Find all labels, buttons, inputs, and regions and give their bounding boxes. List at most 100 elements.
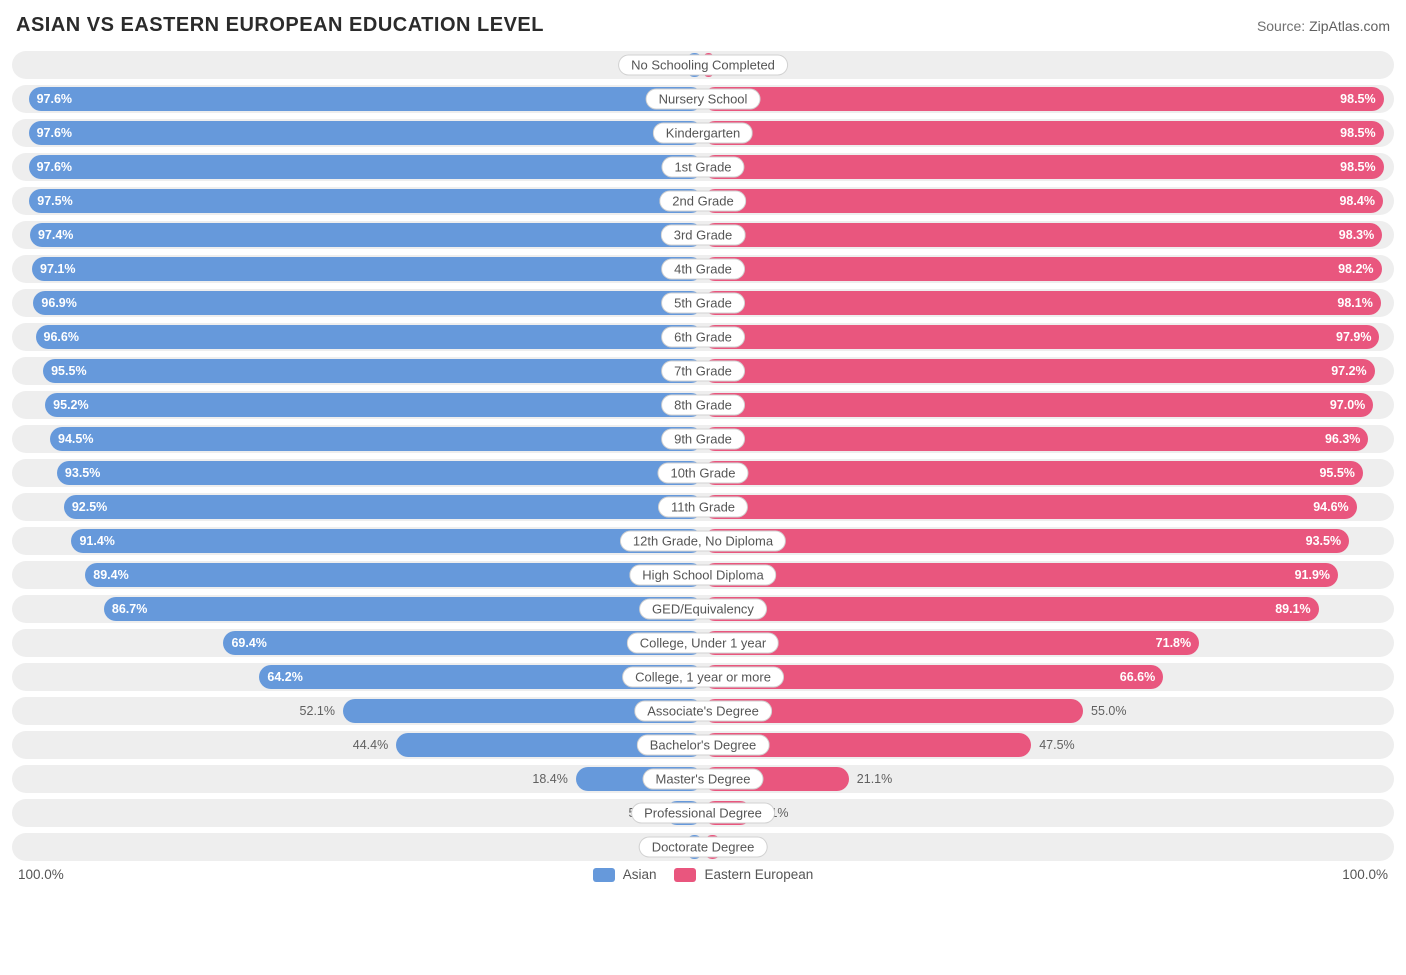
legend-item-right: Eastern European	[674, 867, 813, 882]
bar-right: 98.5%	[703, 87, 1384, 111]
bar-row: 97.6%98.5%1st Grade	[12, 153, 1394, 181]
pct-right: 71.8%	[1156, 636, 1191, 650]
bar-row: 95.2%97.0%8th Grade	[12, 391, 1394, 419]
pct-right: 55.0%	[1091, 704, 1126, 718]
pct-left: 96.9%	[41, 296, 76, 310]
pct-left: 94.5%	[58, 432, 93, 446]
pct-right: 98.5%	[1340, 92, 1375, 106]
pct-right: 93.5%	[1306, 534, 1341, 548]
bar-right: 93.5%	[703, 529, 1349, 553]
pct-left: 86.7%	[112, 602, 147, 616]
pct-left: 69.4%	[231, 636, 266, 650]
pct-left: 97.6%	[37, 126, 72, 140]
axis-legend-row: 100.0% Asian Eastern European 100.0%	[12, 861, 1394, 882]
legend-label-right: Eastern European	[704, 867, 813, 882]
header: ASIAN VS EASTERN EUROPEAN EDUCATION LEVE…	[12, 14, 1394, 37]
pct-left: 93.5%	[65, 466, 100, 480]
bar-row: 2.4%1.6%No Schooling Completed	[12, 51, 1394, 79]
bar-left: 89.4%	[85, 563, 703, 587]
bar-row: 18.4%21.1%Master's Degree	[12, 765, 1394, 793]
bar-row: 52.1%55.0%Associate's Degree	[12, 697, 1394, 725]
legend-item-left: Asian	[593, 867, 657, 882]
axis-right-max: 100.0%	[1342, 867, 1388, 882]
bar-row: 96.9%98.1%5th Grade	[12, 289, 1394, 317]
pct-left: 64.2%	[267, 670, 302, 684]
bar-row: 5.5%7.1%Professional Degree	[12, 799, 1394, 827]
source-label: Source:	[1257, 18, 1305, 34]
category-label: 4th Grade	[661, 259, 745, 280]
bar-row: 89.4%91.9%High School Diploma	[12, 561, 1394, 589]
category-label: Master's Degree	[643, 769, 764, 790]
pct-right: 91.9%	[1295, 568, 1330, 582]
bar-left: 95.5%	[43, 359, 703, 383]
bar-right: 94.6%	[703, 495, 1357, 519]
category-label: 3rd Grade	[661, 225, 746, 246]
pct-right: 98.5%	[1340, 126, 1375, 140]
category-label: 9th Grade	[661, 429, 745, 450]
pct-right: 98.4%	[1339, 194, 1374, 208]
pct-left: 91.4%	[79, 534, 114, 548]
bar-left: 97.5%	[29, 189, 703, 213]
pct-left: 95.5%	[51, 364, 86, 378]
legend-swatch-right	[674, 868, 696, 882]
bar-right: 91.9%	[703, 563, 1338, 587]
pct-right: 98.1%	[1337, 296, 1372, 310]
bar-left: 94.5%	[50, 427, 703, 451]
bar-left: 96.9%	[33, 291, 703, 315]
bar-rows: 2.4%1.6%No Schooling Completed 97.6% 98.5%…	[12, 51, 1394, 861]
bar-row: 93.5%95.5%10th Grade	[12, 459, 1394, 487]
bar-right: 89.1%	[703, 597, 1319, 621]
pct-right: 97.2%	[1331, 364, 1366, 378]
bar-right: 97.9%	[703, 325, 1379, 349]
bar-row: 97.1%98.2%4th Grade	[12, 255, 1394, 283]
bar-left: 97.6%	[29, 87, 703, 111]
bar-row: 97.6% 98.5% Nursery School	[12, 85, 1394, 113]
bar-left: 86.7%	[104, 597, 703, 621]
source-attribution: Source: ZipAtlas.com	[1257, 18, 1390, 34]
pct-left: 97.5%	[37, 194, 72, 208]
bar-left: 97.6%	[29, 121, 703, 145]
bar-left: 93.5%	[57, 461, 703, 485]
pct-left: 92.5%	[72, 500, 107, 514]
category-label: College, 1 year or more	[622, 667, 784, 688]
pct-right: 95.5%	[1319, 466, 1354, 480]
category-label: GED/Equivalency	[639, 599, 767, 620]
bar-row: 92.5% 94.6% 11th Grade	[12, 493, 1394, 521]
pct-right: 47.5%	[1039, 738, 1074, 752]
bar-right: 98.5%	[703, 121, 1384, 145]
category-label: 7th Grade	[661, 361, 745, 382]
bar-row: 91.4% 93.5% 12th Grade, No Diploma	[12, 527, 1394, 555]
pct-left: 96.6%	[44, 330, 79, 344]
category-label: Professional Degree	[631, 803, 775, 824]
bar-right: 97.0%	[703, 393, 1373, 417]
bar-left: 92.5%	[64, 495, 703, 519]
category-label: 11th Grade	[658, 497, 748, 518]
pct-left: 89.4%	[93, 568, 128, 582]
bar-row: 95.5% 97.2% 7th Grade	[12, 357, 1394, 385]
pct-right: 96.3%	[1325, 432, 1360, 446]
category-label: 12th Grade, No Diploma	[620, 531, 786, 552]
category-label: Nursery School	[646, 89, 761, 110]
pct-right: 98.5%	[1340, 160, 1375, 174]
bar-left: 96.6%	[36, 325, 704, 349]
bar-row: 69.4% 71.8% College, Under 1 year	[12, 629, 1394, 657]
pct-left: 97.1%	[40, 262, 75, 276]
bar-right: 98.1%	[703, 291, 1381, 315]
legend-label-left: Asian	[623, 867, 657, 882]
bar-left: 91.4%	[71, 529, 703, 553]
pct-right: 98.3%	[1339, 228, 1374, 242]
category-label: No Schooling Completed	[618, 55, 788, 76]
bar-right: 98.3%	[703, 223, 1382, 247]
pct-left: 97.6%	[37, 160, 72, 174]
bar-row: 2.4%2.8%Doctorate Degree	[12, 833, 1394, 861]
pct-right: 97.9%	[1336, 330, 1371, 344]
bar-row: 86.7% 89.1%GED/Equivalency	[12, 595, 1394, 623]
pct-right: 94.6%	[1313, 500, 1348, 514]
pct-right: 66.6%	[1120, 670, 1155, 684]
bar-row: 94.5% 96.3% 9th Grade	[12, 425, 1394, 453]
pct-left: 18.4%	[532, 772, 567, 786]
category-label: College, Under 1 year	[627, 633, 779, 654]
pct-left: 44.4%	[353, 738, 388, 752]
category-label: Doctorate Degree	[639, 837, 768, 858]
bar-right: 95.5%	[703, 461, 1363, 485]
